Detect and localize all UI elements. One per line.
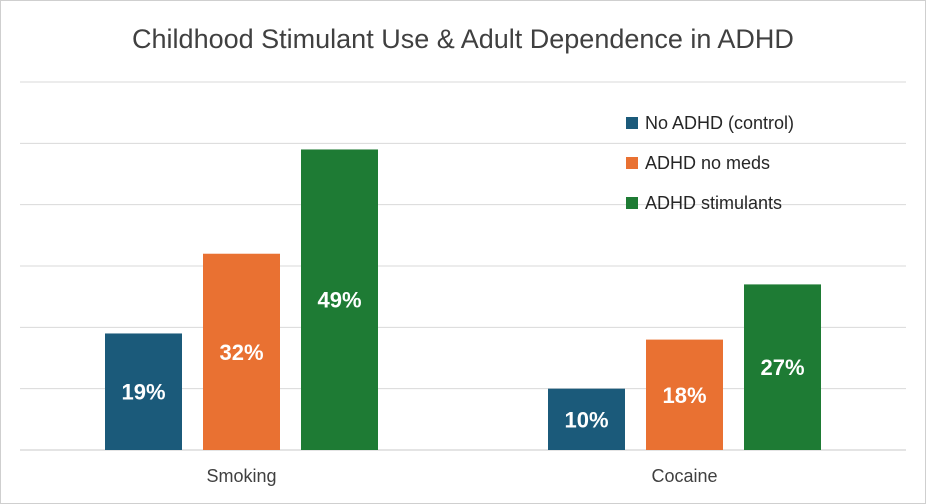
bar-cocaine-1	[548, 388, 625, 450]
legend-swatch	[626, 157, 638, 169]
legend: No ADHD (control) ADHD no meds ADHD stimul…	[626, 113, 794, 213]
category-labels: Smoking Cocaine	[206, 466, 717, 486]
bar-smoking-1	[105, 333, 182, 450]
legend-label: ADHD stimulants	[645, 193, 782, 213]
bars	[105, 149, 821, 450]
category-label: Smoking	[206, 466, 276, 486]
legend-label: ADHD no meds	[645, 153, 770, 173]
data-label: 10%	[564, 407, 608, 432]
bar-smoking-2	[203, 253, 280, 450]
data-label: 49%	[317, 288, 361, 313]
data-label: 18%	[662, 383, 706, 408]
legend-label: No ADHD (control)	[645, 113, 794, 133]
data-label: 19%	[121, 380, 165, 405]
legend-swatch	[626, 197, 638, 209]
data-label: 27%	[760, 355, 804, 380]
data-label: 32%	[219, 340, 263, 365]
data-labels: 19% 32% 49% 10% 18% 27%	[121, 288, 804, 433]
legend-swatch	[626, 117, 638, 129]
chart-title: Childhood Stimulant Use & Adult Dependen…	[132, 24, 794, 54]
category-label: Cocaine	[651, 466, 717, 486]
bar-cocaine-3	[744, 284, 821, 450]
bar-smoking-3	[301, 149, 378, 450]
bar-cocaine-2	[646, 339, 723, 450]
